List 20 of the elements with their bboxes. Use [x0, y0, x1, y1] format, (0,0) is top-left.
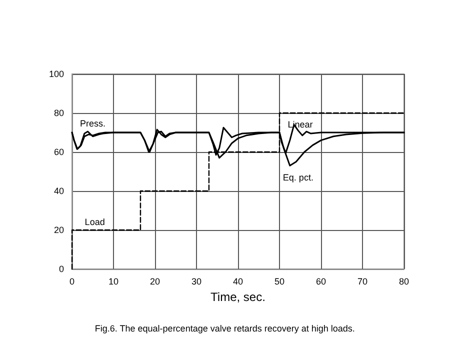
- y-tick-label: 100: [48, 69, 64, 79]
- x-tick-label: 10: [108, 276, 119, 286]
- x-tick-label: 60: [316, 276, 326, 286]
- y-tick-label: 40: [54, 186, 64, 196]
- x-axis-title: Time, sec.: [210, 290, 266, 304]
- y-tick-label: 20: [54, 225, 64, 235]
- annotation: Load: [84, 217, 105, 228]
- x-tick-label: 70: [357, 276, 368, 286]
- x-tick-label: 30: [191, 276, 202, 286]
- x-tick-label: 40: [232, 276, 244, 286]
- y-tick-label: 0: [58, 264, 64, 274]
- x-tick-label: 20: [150, 276, 160, 286]
- caption: Fig.6. The equal-percentage valve retards recovery at high loads.: [94, 324, 355, 334]
- y-tick-label: 60: [54, 147, 64, 157]
- x-tick-label: 80: [398, 276, 410, 286]
- x-tick-label: 50: [274, 276, 285, 286]
- annotation: Press.: [80, 118, 106, 129]
- y-tick-label: 80: [54, 108, 64, 118]
- x-tick-label: 0: [69, 276, 75, 286]
- annotation: Eq. pct.: [282, 172, 314, 182]
